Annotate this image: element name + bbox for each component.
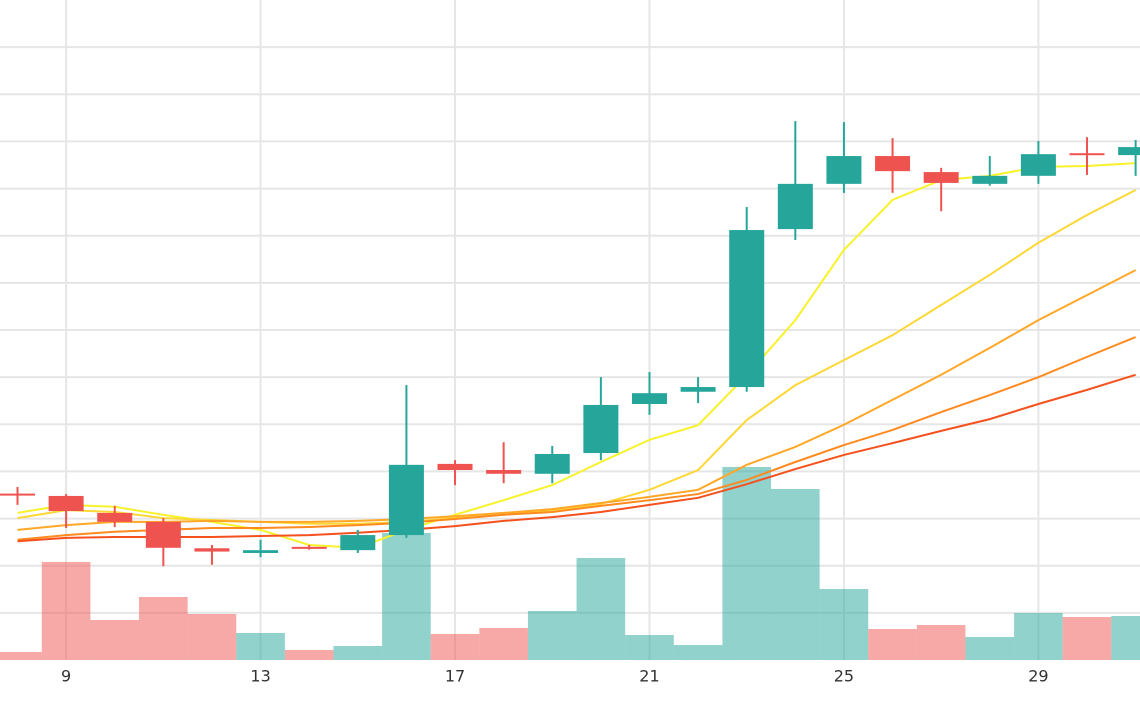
volume-bar: [576, 558, 626, 660]
x-tick-label: 9: [61, 667, 71, 686]
volume-bar: [1111, 616, 1140, 660]
candle-body: [340, 535, 376, 551]
volume-bar: [916, 625, 966, 660]
x-tick-label: 17: [445, 667, 465, 686]
x-tick-label: 13: [250, 667, 270, 686]
volume-bar: [1062, 617, 1112, 660]
candle-body: [291, 546, 327, 549]
volume-bar: [0, 652, 42, 660]
ma-line: [17, 336, 1137, 541]
volume-bar: [1014, 613, 1063, 660]
volume-bar: [625, 635, 674, 660]
candle-body: [583, 404, 619, 454]
candle-body: [631, 393, 667, 405]
volume-bar: [236, 633, 285, 660]
volume-bar: [284, 650, 334, 660]
volume-bar: [139, 597, 188, 660]
candle-body: [826, 156, 862, 184]
volume-bar: [819, 589, 869, 660]
candle-body: [1020, 154, 1056, 176]
candle-body: [97, 512, 133, 522]
candle-body: [1069, 153, 1105, 156]
candle-body: [875, 156, 911, 172]
volume-bar: [527, 611, 577, 660]
candle-body: [680, 387, 716, 392]
volume-bar: [771, 489, 820, 660]
candle-body: [972, 175, 1008, 184]
volume-bar: [965, 637, 1015, 660]
volume-bar: [868, 629, 917, 660]
ma-line: [17, 373, 1136, 543]
candle-body: [48, 495, 84, 512]
candle-body: [729, 230, 765, 388]
candle-body: [1118, 147, 1140, 156]
ma-line: [17, 269, 1137, 531]
x-tick-label: 21: [639, 667, 659, 686]
volume-bar: [430, 634, 480, 660]
candle-body: [486, 470, 522, 474]
x-tick-label: 25: [834, 667, 854, 686]
volume-bar: [479, 628, 528, 660]
volume-bar: [187, 614, 237, 660]
candle-body: [388, 464, 424, 536]
candle-body: [777, 183, 813, 230]
volume-bar: [722, 467, 772, 660]
candle-body: [194, 548, 230, 552]
candle-body: [243, 550, 279, 553]
volume-bar: [382, 533, 431, 660]
volume-bar: [673, 645, 723, 660]
volume-bar: [41, 562, 91, 660]
candle-body: [145, 521, 181, 548]
candle-body: [923, 172, 959, 183]
volume-bar: [333, 646, 383, 660]
candle-body: [0, 493, 36, 496]
x-tick-label: 29: [1028, 667, 1048, 686]
candle-body: [534, 453, 570, 474]
candle-body: [437, 463, 473, 471]
ma-line: [17, 162, 1136, 549]
volume-bar: [90, 620, 140, 660]
